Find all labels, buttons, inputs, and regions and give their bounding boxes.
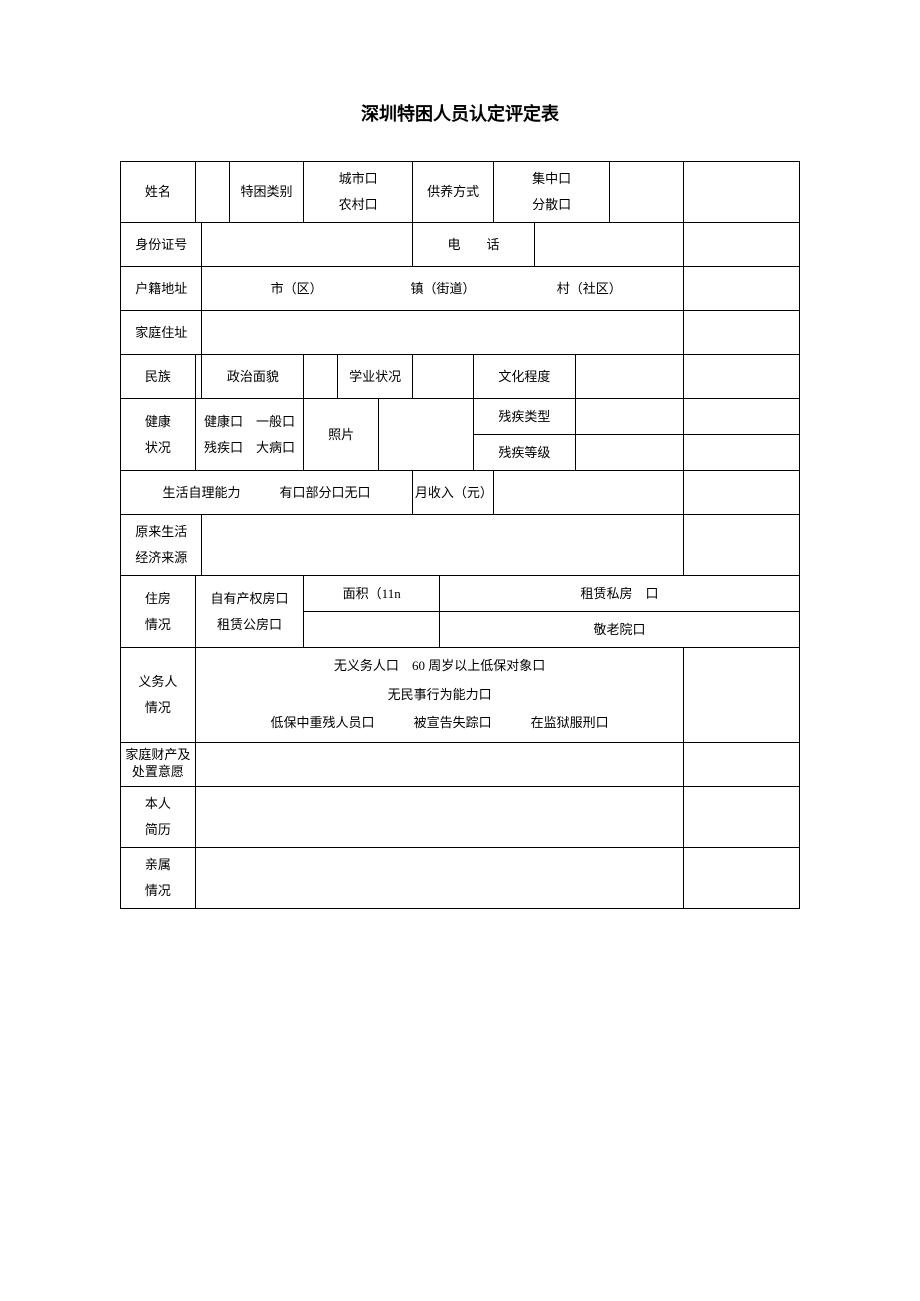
- label-education: 文化程度: [474, 355, 576, 399]
- label-relatives: 亲属 情况: [121, 847, 196, 908]
- blank-15: [684, 847, 800, 908]
- label-ethnicity: 民族: [121, 355, 196, 399]
- field-home-addr[interactable]: [202, 311, 684, 355]
- blank-8: [684, 471, 800, 515]
- label-home-addr: 家庭住址: [121, 311, 202, 355]
- opt-centralized: 集中口: [532, 171, 571, 186]
- label-id: 身份证号: [121, 223, 202, 267]
- field-dis-level[interactable]: [575, 435, 684, 471]
- field-photo[interactable]: [378, 399, 473, 471]
- field-rent-private[interactable]: 租赁私房 口: [440, 576, 800, 612]
- blank-5: [684, 355, 800, 399]
- label-category: 特困类别: [229, 162, 304, 223]
- label-resume: 本人 简历: [121, 786, 196, 847]
- field-area[interactable]: [304, 612, 440, 648]
- blank-3: [684, 267, 800, 311]
- field-category[interactable]: 城市口 农村口: [304, 162, 413, 223]
- label-photo: 照片: [304, 399, 379, 471]
- field-dis-type[interactable]: [575, 399, 684, 435]
- field-housing-type[interactable]: 自有产权房口 租赁公房口: [195, 576, 304, 648]
- label-obligor: 义务人 情况: [121, 648, 196, 743]
- field-income[interactable]: [494, 471, 684, 515]
- field-study[interactable]: [412, 355, 473, 399]
- page-title: 深圳特困人员认定评定表: [120, 100, 800, 126]
- opt-urban: 城市口: [339, 171, 378, 186]
- blank-12: [684, 648, 800, 743]
- label-dis-type: 残疾类型: [474, 399, 576, 435]
- field-id[interactable]: [202, 223, 412, 267]
- field-obligor[interactable]: 无义务人口 60 周岁以上低保对象口 无民事行为能力口 低保中重残人员口 被宣告…: [195, 648, 684, 743]
- label-income: 月收入（元）: [412, 471, 493, 515]
- blank-1: [609, 162, 684, 223]
- label-phone: 电 话: [412, 223, 534, 267]
- field-ethnicity[interactable]: [195, 355, 202, 399]
- label-political: 政治面貌: [202, 355, 304, 399]
- label-support: 供养方式: [412, 162, 493, 223]
- label-dis-level: 残疾等级: [474, 435, 576, 471]
- field-econ-source[interactable]: [202, 515, 684, 576]
- label-study: 学业状况: [338, 355, 413, 399]
- blank-14: [684, 786, 800, 847]
- field-education[interactable]: [575, 355, 684, 399]
- label-property: 家庭财产及处置意愿: [121, 742, 196, 786]
- field-name[interactable]: [195, 162, 229, 223]
- label-area: 面积（11n: [304, 576, 440, 612]
- label-health: 健康 状况: [121, 399, 196, 471]
- label-name: 姓名: [121, 162, 196, 223]
- blank-9: [684, 515, 800, 576]
- field-nursing-home[interactable]: 敬老院口: [440, 612, 800, 648]
- label-self-care: 生活自理能力 有口部分口无口: [121, 471, 413, 515]
- form-table: 姓名 特困类别 城市口 农村口 供养方式 集中口 分散口 身份证号 电 话 户籍…: [120, 161, 800, 909]
- label-reg-addr: 户籍地址: [121, 267, 202, 311]
- field-support[interactable]: 集中口 分散口: [494, 162, 609, 223]
- field-resume[interactable]: [195, 786, 684, 847]
- blank-1b: [684, 162, 800, 223]
- field-political[interactable]: [304, 355, 338, 399]
- field-property[interactable]: [195, 742, 684, 786]
- blank-2: [684, 223, 800, 267]
- opt-rural: 农村口: [339, 197, 378, 212]
- blank-4: [684, 311, 800, 355]
- field-relatives[interactable]: [195, 847, 684, 908]
- field-reg-addr[interactable]: 市（区） 镇（街道） 村（社区）: [202, 267, 684, 311]
- opt-dispersed: 分散口: [532, 197, 571, 212]
- blank-7: [684, 435, 800, 471]
- label-housing: 住房 情况: [121, 576, 196, 648]
- label-econ-source: 原来生活 经济来源: [121, 515, 202, 576]
- field-phone[interactable]: [535, 223, 684, 267]
- blank-6: [684, 399, 800, 435]
- field-health[interactable]: 健康口 一般口 残疾口 大病口: [195, 399, 304, 471]
- blank-13: [684, 742, 800, 786]
